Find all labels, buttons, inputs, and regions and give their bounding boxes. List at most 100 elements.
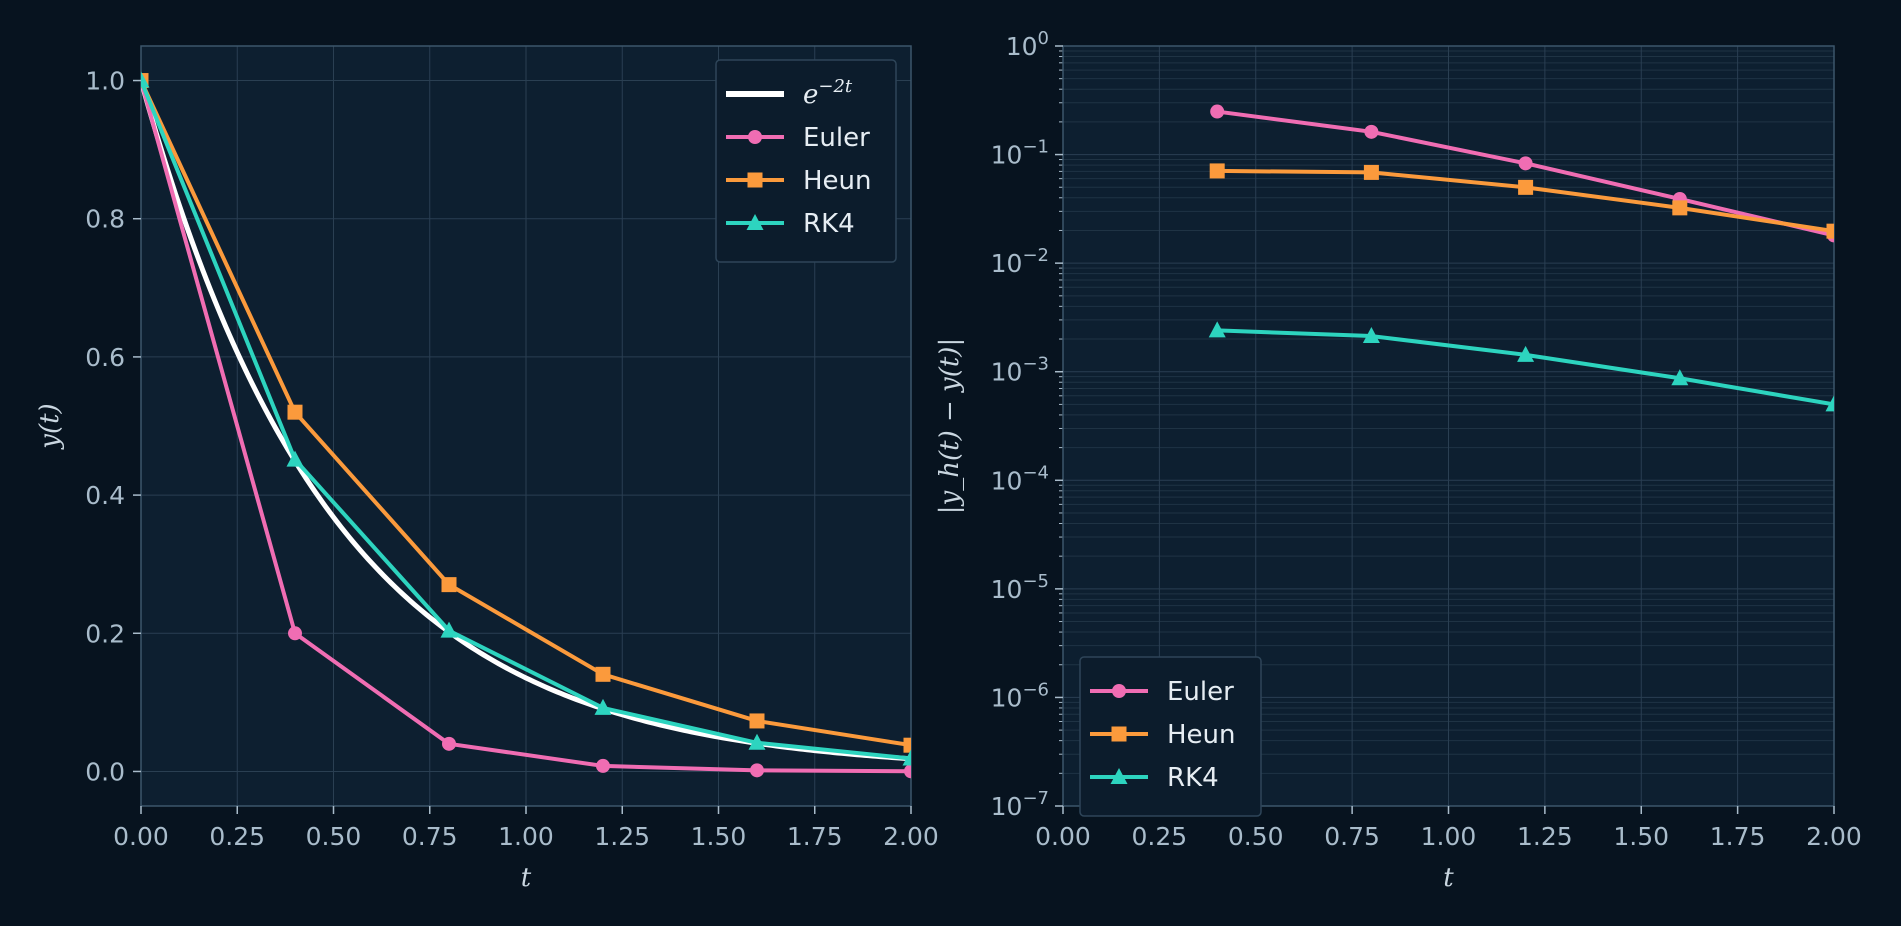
x-tick-label: 0.00 bbox=[113, 822, 169, 851]
y-tick-base: 10 bbox=[991, 466, 1023, 495]
y-tick-label: 10−3 bbox=[991, 354, 1049, 387]
legend-label-heun: Heun bbox=[1167, 720, 1236, 750]
y-tick-label: 0.8 bbox=[85, 205, 125, 234]
rk4-series-line bbox=[141, 79, 911, 761]
legend-exact-base: e bbox=[803, 80, 818, 110]
x-tick-label: 0.00 bbox=[1035, 822, 1091, 851]
left-chart-solution: 0.00 0.25 0.50 0.75 1.00 1.25 1.50 1.75 2.00 0.0 0… bbox=[35, 45, 939, 893]
rk4-data-point bbox=[141, 71, 150, 88]
x-tick-label: 0.25 bbox=[209, 822, 265, 851]
x-tick-label: 1.25 bbox=[594, 822, 650, 851]
legend-marker-heun bbox=[1111, 726, 1127, 742]
x-tick-label: 1.00 bbox=[1421, 822, 1477, 851]
rk4-data-point bbox=[440, 621, 458, 638]
legend-label-euler: Euler bbox=[1167, 677, 1234, 707]
y-tick-base: 10 bbox=[991, 358, 1023, 387]
heun-data-point bbox=[749, 713, 765, 729]
legend: e−2t Euler Heun RK4 bbox=[715, 59, 897, 263]
y-tick-base: 10 bbox=[991, 575, 1023, 604]
y-tick-label: 1.0 bbox=[85, 67, 125, 96]
legend-label-euler: Euler bbox=[803, 123, 870, 153]
y-tick-label: 10−6 bbox=[991, 679, 1049, 712]
x-tick-label: 2.00 bbox=[1806, 822, 1862, 851]
rk4-data-point bbox=[594, 698, 612, 715]
legend-label-rk4: RK4 bbox=[803, 209, 855, 239]
x-tick-label: 1.50 bbox=[691, 822, 747, 851]
x-tick-label: 0.50 bbox=[1228, 822, 1284, 851]
x-tick-label: 1.50 bbox=[1613, 822, 1669, 851]
heun-data-point bbox=[1518, 179, 1534, 195]
euler-data-point bbox=[750, 763, 764, 778]
x-tick-label: 0.25 bbox=[1132, 822, 1188, 851]
heun-data-point bbox=[287, 404, 303, 420]
y-axis-label: y(t) bbox=[35, 403, 65, 449]
right-chart-error: 0.00 0.25 0.50 0.75 1.00 1.25 1.50 1.75 2.0010−7… bbox=[935, 28, 1862, 893]
legend-label-heun: Heun bbox=[803, 166, 872, 196]
y-tick-base: 10 bbox=[1006, 32, 1038, 61]
legend: Euler Heun RK4 bbox=[1079, 656, 1262, 817]
y-tick-label: 10−1 bbox=[991, 137, 1049, 170]
euler-series-line bbox=[141, 80, 911, 774]
x-axis-label: t bbox=[1443, 863, 1454, 893]
y-axis-label: |y_h(t) − y(t)| bbox=[935, 338, 965, 514]
legend-marker-euler bbox=[1112, 684, 1126, 698]
x-tick-label: 0.50 bbox=[306, 822, 362, 851]
plot-content bbox=[141, 71, 911, 779]
euler-data-point bbox=[1518, 156, 1533, 171]
euler-data-point bbox=[904, 764, 911, 779]
euler-data-point bbox=[442, 736, 456, 751]
y-tick-label: 0.4 bbox=[85, 481, 125, 510]
y-tick-label: 0.0 bbox=[85, 757, 125, 786]
y-tick-exponent: 0 bbox=[1038, 28, 1049, 49]
y-tick-exponent: −6 bbox=[1022, 679, 1049, 700]
y-tick-base: 10 bbox=[991, 792, 1023, 821]
rk4-data-point bbox=[1208, 321, 1226, 338]
x-tick-label: 1.25 bbox=[1517, 822, 1573, 851]
legend-label-exact: e−2t bbox=[803, 76, 853, 110]
heun-data-point bbox=[1209, 163, 1225, 179]
x-tick-label: 0.75 bbox=[1324, 822, 1380, 851]
y-tick-exponent: −7 bbox=[1022, 788, 1049, 809]
y-tick-exponent: −4 bbox=[1022, 462, 1049, 483]
x-tick-label: 1.75 bbox=[1710, 822, 1766, 851]
heun-data-point bbox=[1363, 164, 1379, 180]
rk4-data-point bbox=[1671, 369, 1689, 386]
x-tick-label: 2.00 bbox=[883, 822, 939, 851]
legend-marker-rk4 bbox=[1110, 768, 1128, 784]
y-tick-label: 0.2 bbox=[85, 619, 125, 648]
x-tick-label: 1.00 bbox=[498, 822, 554, 851]
rk4-data-point bbox=[286, 450, 304, 467]
legend-marker-heun bbox=[747, 172, 763, 188]
y-tick-label: 100 bbox=[1006, 28, 1049, 61]
y-tick-label: 10−5 bbox=[991, 571, 1049, 604]
euler-data-point bbox=[596, 758, 610, 773]
legend-exact-exponent: −2t bbox=[818, 76, 853, 97]
y-tick-base: 10 bbox=[991, 141, 1023, 170]
y-tick-label: 0.6 bbox=[85, 343, 125, 372]
y-tick-label: 10−7 bbox=[991, 788, 1049, 821]
x-tick-label: 1.75 bbox=[787, 822, 843, 851]
legend-box bbox=[715, 59, 897, 263]
x-axis-label: t bbox=[521, 863, 532, 893]
euler-data-point bbox=[1210, 104, 1225, 119]
heun-data-point bbox=[595, 666, 611, 682]
y-tick-exponent: −3 bbox=[1022, 354, 1049, 375]
rk4-data-point bbox=[1825, 395, 1834, 412]
euler-data-point bbox=[1364, 124, 1379, 139]
heun-data-point bbox=[1826, 223, 1834, 239]
euler-data-point bbox=[288, 626, 302, 641]
y-tick-base: 10 bbox=[991, 249, 1023, 278]
plot-content bbox=[1208, 104, 1834, 412]
heun-data-point bbox=[441, 577, 457, 593]
y-tick-exponent: −2 bbox=[1022, 245, 1049, 266]
legend-marker-euler bbox=[748, 130, 762, 144]
heun-data-point bbox=[903, 737, 911, 753]
legend-label-rk4: RK4 bbox=[1167, 763, 1219, 793]
rk4-data-point bbox=[748, 733, 766, 750]
y-tick-base: 10 bbox=[991, 683, 1023, 712]
rk4-data-point bbox=[902, 749, 911, 766]
y-tick-label: 10−4 bbox=[991, 462, 1049, 495]
rk4-data-point bbox=[1362, 327, 1380, 344]
heun-series-line bbox=[141, 79, 911, 748]
